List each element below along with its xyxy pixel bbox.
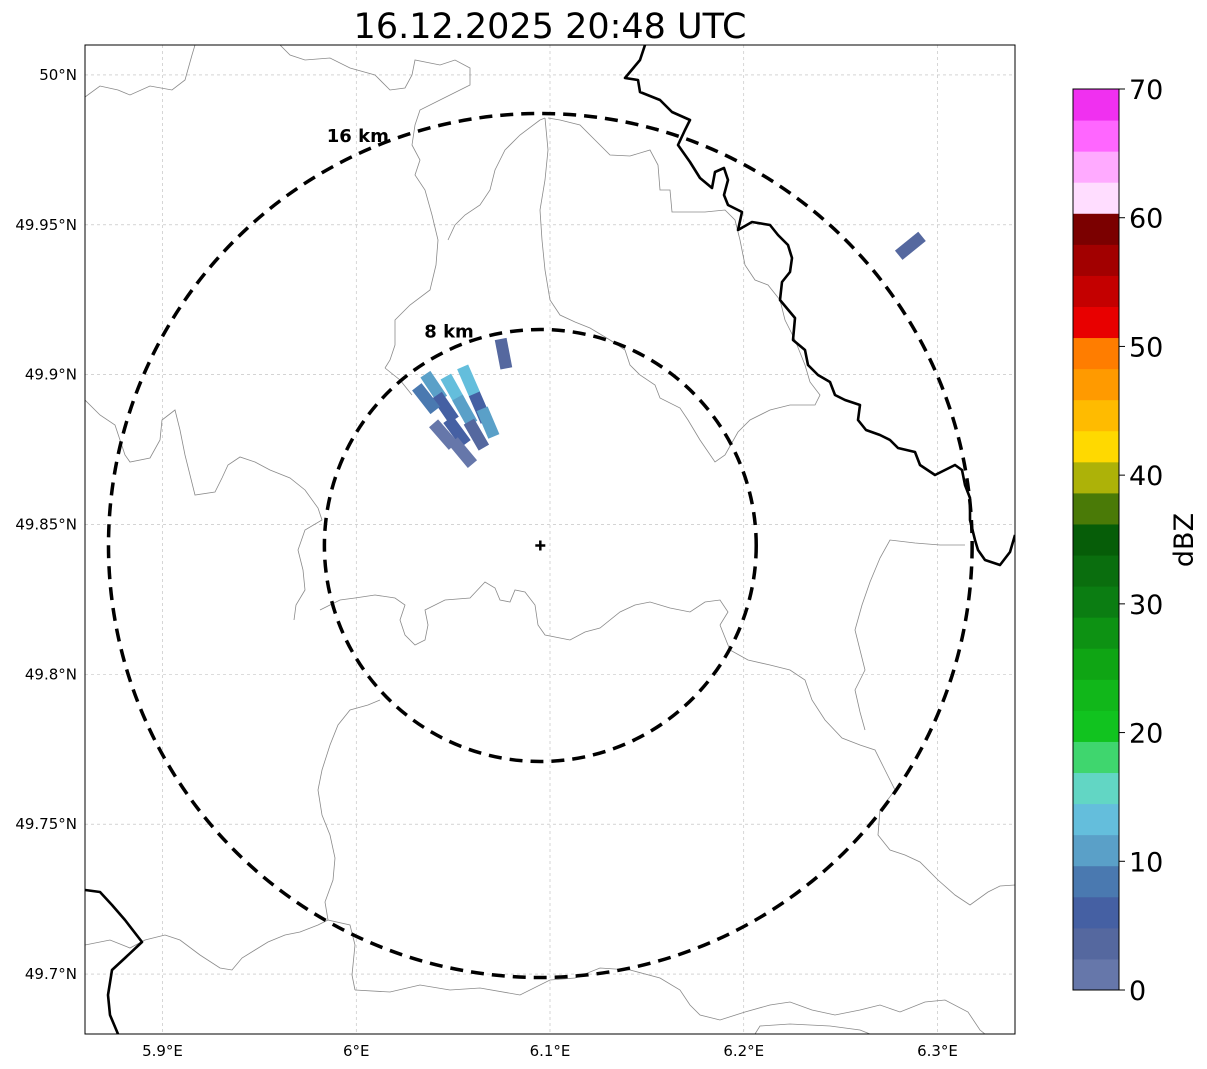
radar-echo-gate <box>431 391 459 424</box>
radar-echo-gate <box>429 419 458 450</box>
y-tick-label: 49.95°N <box>15 216 77 234</box>
x-tick-label: 6.2°E <box>723 1042 764 1060</box>
colorbar-tick-label: 0 <box>1129 976 1146 1007</box>
colorbar-swatches <box>1073 89 1119 991</box>
y-tick-label: 49.85°N <box>15 516 77 534</box>
colorbar-swatch <box>1073 617 1119 649</box>
colorbar: 0 10 20 30 40 50 60 70 dBZ <box>1072 75 1200 1007</box>
range-ring <box>106 111 974 980</box>
admin-borders <box>85 45 1015 1034</box>
radar-echo-gate <box>463 418 490 451</box>
colorbar-swatch <box>1073 555 1119 587</box>
colorbar-tick-label: 40 <box>1129 461 1163 492</box>
radar-echo-gate <box>476 406 500 439</box>
admin-border <box>85 45 196 98</box>
radar-site-marker <box>535 540 546 551</box>
admin-border <box>85 399 323 621</box>
colorbar-swatch <box>1073 679 1119 711</box>
range-ring-label: 16 km <box>327 126 389 147</box>
x-tick-label: 6°E <box>343 1042 370 1060</box>
colorbar-swatch <box>1073 399 1119 432</box>
colorbar-swatch <box>1073 865 1119 898</box>
range-ring <box>322 327 758 764</box>
range-rings <box>106 111 974 980</box>
national-borders <box>85 45 1015 1034</box>
colorbar-swatch <box>1073 586 1119 618</box>
ring-labels: 8 km 16 km <box>327 126 474 343</box>
gridlines <box>85 45 1015 1034</box>
colorbar-swatch <box>1073 648 1119 680</box>
x-tick-label: 6.1°E <box>530 1042 571 1060</box>
admin-border <box>319 581 729 646</box>
y-tick-labels: 50°N 49.95°N 49.9°N 49.85°N 49.8°N 49.75°N 49.… <box>15 66 77 983</box>
radar-echo-gate <box>443 415 471 448</box>
colorbar-swatch <box>1073 182 1119 214</box>
y-tick-label: 49.7°N <box>25 965 77 983</box>
admin-border <box>354 967 986 1034</box>
x-tick-label: 6.3°E <box>917 1042 958 1060</box>
admin-border <box>539 117 821 463</box>
y-tick-label: 50°N <box>39 66 77 84</box>
y-tick-label: 49.8°N <box>25 665 77 683</box>
colorbar-swatch <box>1073 523 1119 556</box>
colorbar-ticks: 0 10 20 30 40 50 60 70 <box>1119 75 1163 1007</box>
colorbar-swatch <box>1073 306 1119 339</box>
admin-border <box>754 1023 871 1034</box>
radar-echo-gate <box>452 394 478 427</box>
colorbar-swatch <box>1073 337 1119 370</box>
radar-echoes <box>412 231 926 468</box>
x-tick-label: 5.9°E <box>142 1042 183 1060</box>
admin-border <box>85 919 329 971</box>
admin-border <box>317 699 381 991</box>
range-ring-label: 8 km <box>424 322 474 343</box>
colorbar-swatch <box>1073 834 1119 867</box>
admin-border <box>539 117 546 121</box>
map-title: 16.12.2025 20:48 UTC <box>354 7 747 47</box>
colorbar-tick-label: 70 <box>1129 75 1163 106</box>
colorbar-unit-label: dBZ <box>1169 513 1200 567</box>
colorbar-swatch <box>1073 772 1119 805</box>
colorbar-tick-label: 20 <box>1129 719 1163 750</box>
colorbar-swatch <box>1073 958 1119 991</box>
radar-echo-gate <box>894 231 926 260</box>
colorbar-swatch <box>1073 275 1119 307</box>
admin-border <box>279 45 471 369</box>
colorbar-swatch <box>1073 492 1119 525</box>
colorbar-swatch <box>1073 89 1119 121</box>
colorbar-frame <box>1072 88 1120 991</box>
colorbar-swatch <box>1073 368 1119 401</box>
national-border <box>623 45 1015 567</box>
colorbar-swatch <box>1073 741 1119 774</box>
map-area <box>85 45 1015 1034</box>
colorbar-swatch <box>1073 120 1119 152</box>
colorbar-swatch <box>1073 927 1119 960</box>
radar-echo-gate <box>412 383 440 415</box>
y-tick-label: 49.75°N <box>15 815 77 833</box>
colorbar-tick-label: 10 <box>1129 847 1163 878</box>
radar-echo-gate <box>494 337 513 370</box>
colorbar-tick-label: 60 <box>1129 204 1163 235</box>
colorbar-swatch <box>1073 151 1119 183</box>
radar-echo-gate <box>448 437 478 468</box>
map-frame <box>84 44 1016 1035</box>
y-tick-label: 49.9°N <box>25 366 77 384</box>
colorbar-swatch <box>1073 896 1119 929</box>
admin-border <box>854 539 965 731</box>
admin-border <box>719 624 1015 906</box>
colorbar-tick-label: 30 <box>1129 590 1163 621</box>
colorbar-swatch <box>1073 710 1119 742</box>
colorbar-swatch <box>1073 244 1119 276</box>
admin-border <box>447 119 541 241</box>
radar-echo-gate <box>457 364 481 397</box>
colorbar-tick-label: 50 <box>1129 332 1163 363</box>
national-border <box>85 888 144 1034</box>
colorbar-swatch <box>1073 461 1119 494</box>
colorbar-swatch <box>1073 213 1119 245</box>
x-tick-labels: 5.9°E 6°E 6.1°E 6.2°E 6.3°E <box>142 1042 958 1060</box>
colorbar-swatch <box>1073 430 1119 463</box>
colorbar-swatch <box>1073 803 1119 836</box>
